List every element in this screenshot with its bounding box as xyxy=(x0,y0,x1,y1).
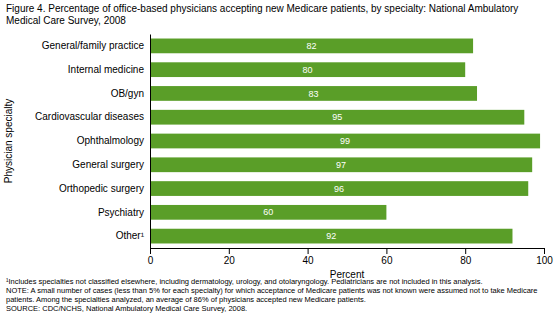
footnote: NOTE: A small number of cases (less than… xyxy=(6,286,538,295)
x-tick-label: 0 xyxy=(148,255,154,266)
y-tick-label: Cardiovascular diseases xyxy=(35,111,144,122)
title: Figure 4. Percentage of office-based phy… xyxy=(6,3,518,14)
y-tick: Ophthalmology xyxy=(77,135,144,146)
x-axis-line xyxy=(151,249,545,255)
y-tick-label: Ophthalmology xyxy=(77,135,144,146)
title: Medical Care Survey, 2008 xyxy=(6,15,126,26)
data-label: 60 xyxy=(263,207,273,217)
data-label: 80 xyxy=(303,65,313,75)
chart-container: Figure 4. Percentage of office-based phy… xyxy=(0,0,560,316)
x-tick: 80 xyxy=(460,248,472,266)
y-tick-label: General surgery xyxy=(72,159,144,170)
x-tick-label: 100 xyxy=(536,255,553,266)
bar xyxy=(150,134,540,149)
chart: Figure 4. Percentage of office-based phy… xyxy=(0,0,560,316)
y-tick: Psychiatry xyxy=(98,207,144,218)
y-tick: Cardiovascular diseases xyxy=(35,111,144,122)
y-tick-label: Orthopedic surgery xyxy=(59,183,144,194)
bar xyxy=(150,86,477,101)
x-tick-mark xyxy=(308,248,309,254)
data-label: 92 xyxy=(326,231,336,241)
footnote: SOURCE: CDC/NCHS, National Ambulatory Me… xyxy=(6,304,247,313)
x-tick: 40 xyxy=(303,248,315,266)
bar xyxy=(150,39,473,54)
data-labels: 82 80 83 95 99 97 96 60 92 xyxy=(263,41,350,241)
y-axis-line xyxy=(150,35,151,249)
bar xyxy=(150,229,512,244)
bar xyxy=(150,205,386,220)
footnote: patients. Among the specialties analyzed… xyxy=(6,295,366,304)
bars xyxy=(150,39,540,244)
y-tick-label: Other¹ xyxy=(116,230,145,241)
x-tick: 100 xyxy=(536,248,553,266)
y-axis: General/family practice Internal medicine… xyxy=(35,35,150,249)
x-tick-label: 40 xyxy=(303,255,315,266)
x-tick-mark xyxy=(544,248,545,254)
x-tick: 60 xyxy=(381,248,393,266)
x-axis: 0 20 40 60 80 100 xyxy=(148,248,554,266)
y-tick: Other¹ xyxy=(116,230,145,241)
y-axis-title: Physician specialty xyxy=(3,99,14,183)
bar xyxy=(150,62,465,77)
data-label: 97 xyxy=(336,160,346,170)
y-tick-label: Psychiatry xyxy=(98,207,144,218)
data-label: 99 xyxy=(340,136,350,146)
x-tick-mark xyxy=(465,248,466,254)
footnote: ¹Includes specialties not classified els… xyxy=(6,277,483,286)
bar xyxy=(150,110,524,125)
x-tick-mark xyxy=(386,248,387,254)
x-tick: 0 xyxy=(148,248,154,266)
y-tick: OB/gyn xyxy=(111,88,144,99)
y-tick-label: OB/gyn xyxy=(111,88,144,99)
x-tick-label: 20 xyxy=(224,255,236,266)
plot-area: 82 80 83 95 99 97 96 60 92 0 20 40 60 80 100 General/fa… xyxy=(35,35,553,267)
data-label: 95 xyxy=(332,112,342,122)
x-tick-label: 80 xyxy=(460,255,472,266)
bar xyxy=(150,181,528,196)
x-tick: 20 xyxy=(224,248,236,266)
x-tick-mark xyxy=(150,248,151,254)
y-tick-label: Internal medicine xyxy=(68,64,145,75)
y-tick: General/family practice xyxy=(42,40,145,51)
data-label: 83 xyxy=(309,89,319,99)
x-tick-mark xyxy=(229,248,230,254)
data-label: 96 xyxy=(334,184,344,194)
y-tick: Internal medicine xyxy=(68,64,145,75)
y-tick: Orthopedic surgery xyxy=(59,183,144,194)
y-tick-label: General/family practice xyxy=(42,40,145,51)
x-tick-label: 60 xyxy=(381,255,393,266)
data-label: 82 xyxy=(307,41,317,51)
y-tick: General surgery xyxy=(72,159,144,170)
bar xyxy=(150,157,532,172)
